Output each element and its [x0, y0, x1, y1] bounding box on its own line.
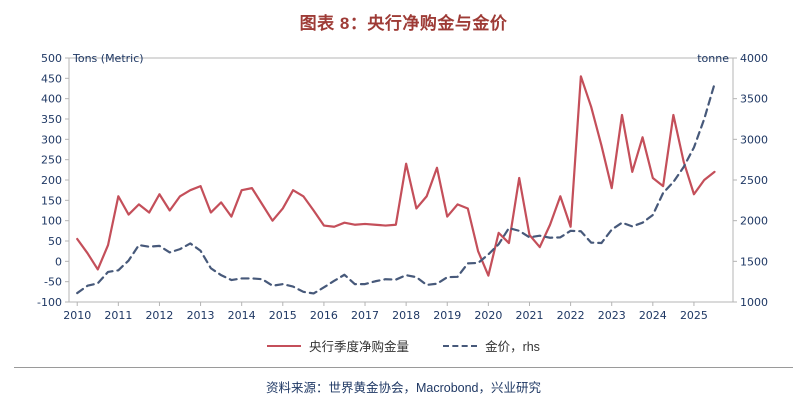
svg-text:2023: 2023 — [597, 309, 625, 322]
svg-text:2022: 2022 — [556, 309, 584, 322]
footer-divider — [14, 367, 793, 368]
svg-text:250: 250 — [41, 154, 62, 167]
svg-text:2500: 2500 — [740, 174, 768, 187]
svg-text:4000: 4000 — [740, 52, 768, 65]
svg-text:-50: -50 — [44, 276, 62, 289]
svg-text:200: 200 — [41, 174, 62, 187]
svg-text:1000: 1000 — [740, 296, 768, 309]
svg-text:350: 350 — [41, 113, 62, 126]
svg-text:450: 450 — [41, 72, 62, 85]
svg-text:2011: 2011 — [104, 309, 132, 322]
legend-solid-line-icon — [267, 344, 302, 347]
svg-text:2014: 2014 — [227, 309, 255, 322]
chart-legend: 央行季度净购金量 金价，rhs — [0, 336, 807, 355]
svg-text:3000: 3000 — [740, 133, 768, 146]
svg-text:2020: 2020 — [474, 309, 502, 322]
svg-text:2017: 2017 — [351, 309, 379, 322]
legend-item-cb-purchases: 央行季度净购金量 — [267, 336, 409, 355]
svg-text:2000: 2000 — [740, 215, 768, 228]
svg-text:2015: 2015 — [268, 309, 296, 322]
svg-text:2012: 2012 — [145, 309, 173, 322]
svg-text:0: 0 — [55, 255, 62, 268]
svg-text:150: 150 — [41, 194, 62, 207]
svg-text:3500: 3500 — [740, 93, 768, 106]
svg-text:50: 50 — [48, 235, 62, 248]
legend-item-gold-price: 金价，rhs — [443, 336, 540, 355]
svg-text:2013: 2013 — [186, 309, 214, 322]
svg-text:2018: 2018 — [392, 309, 420, 322]
svg-text:400: 400 — [41, 93, 62, 106]
svg-text:2010: 2010 — [63, 309, 91, 322]
svg-text:2025: 2025 — [679, 309, 707, 322]
svg-text:tonne: tonne — [697, 52, 729, 65]
svg-text:2016: 2016 — [309, 309, 337, 322]
legend-dashed-line-icon — [443, 344, 478, 347]
svg-text:100: 100 — [41, 215, 62, 228]
svg-text:2024: 2024 — [638, 309, 666, 322]
svg-text:2021: 2021 — [515, 309, 543, 322]
svg-text:300: 300 — [41, 133, 62, 146]
legend-label-cb-purchases: 央行季度净购金量 — [309, 340, 410, 354]
svg-text:500: 500 — [41, 52, 62, 65]
svg-text:-100: -100 — [37, 296, 62, 309]
chart-title: 图表 8：央行净购金与金价 — [299, 14, 508, 33]
svg-text:1500: 1500 — [740, 255, 768, 268]
svg-text:2019: 2019 — [433, 309, 461, 322]
source-note: 资料来源：世界黄金协会，Macrobond，兴业研究 — [265, 381, 542, 395]
legend-label-gold-price: 金价，rhs — [485, 340, 540, 354]
chart-svg: 500450400350300250200150100500-50-100400… — [37, 52, 768, 322]
svg-text:Tons (Metric): Tons (Metric) — [72, 52, 144, 65]
